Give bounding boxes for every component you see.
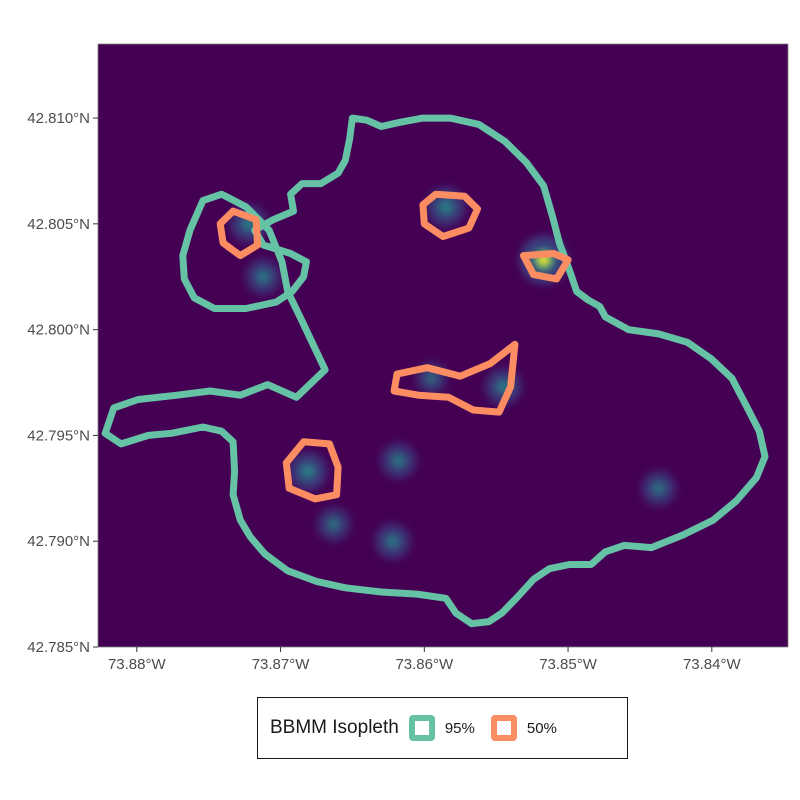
utilization-density-layer — [229, 187, 677, 560]
plot-panel-border — [97, 43, 789, 648]
density-hotspot — [245, 258, 282, 295]
isopleth-50-contour — [282, 438, 342, 503]
density-core — [255, 268, 272, 285]
isopleth-50-contour — [390, 340, 519, 416]
density-hotspot — [380, 442, 417, 479]
isopleth-50-contour — [419, 190, 481, 240]
legend-title: BBMM Isopleth — [270, 717, 399, 738]
y-tick-label: 42.790°N — [27, 533, 90, 550]
y-tick-label: 42.800°N — [27, 322, 90, 339]
density-core — [390, 452, 407, 469]
density-core — [384, 533, 401, 550]
x-tick-label: 73.86°W — [395, 656, 454, 673]
density-hotspot — [316, 507, 351, 542]
isopleth-50-contour — [216, 207, 262, 260]
y-tick-label: 42.810°N — [27, 110, 90, 127]
isopleth-95-contour — [101, 114, 769, 628]
x-tick-label: 73.87°W — [252, 656, 311, 673]
density-core — [326, 516, 342, 532]
y-tick-label: 42.785°N — [27, 639, 90, 656]
density-core — [299, 462, 317, 481]
plot-panel-background — [98, 44, 788, 647]
y-tick-label: 42.805°N — [27, 216, 90, 233]
isopleth-50-contour — [520, 250, 572, 283]
density-hotspot — [374, 523, 411, 560]
density-core — [650, 480, 667, 497]
density-hotspot — [288, 451, 328, 491]
x-tick-label: 73.88°W — [108, 656, 167, 673]
x-tick-label: 73.84°W — [683, 656, 742, 673]
legend-key-95 — [408, 715, 435, 741]
density-core — [424, 371, 439, 386]
density-core — [437, 198, 455, 216]
legend-label-95: 95% — [444, 719, 475, 737]
legend-label-50: 50% — [526, 719, 557, 737]
isopleth-contour-layer — [101, 114, 769, 628]
legend: BBMM Isopleth 95% 50% — [257, 697, 628, 759]
x-tick-label: 73.85°W — [539, 656, 598, 673]
density-hotspot — [641, 470, 677, 506]
legend-key-50 — [490, 715, 517, 741]
y-tick-label: 42.795°N — [27, 427, 90, 444]
axes: 73.88°W 73.87°W 73.86°W 73.85°W 73.84°W 42.78… — [27, 110, 741, 673]
